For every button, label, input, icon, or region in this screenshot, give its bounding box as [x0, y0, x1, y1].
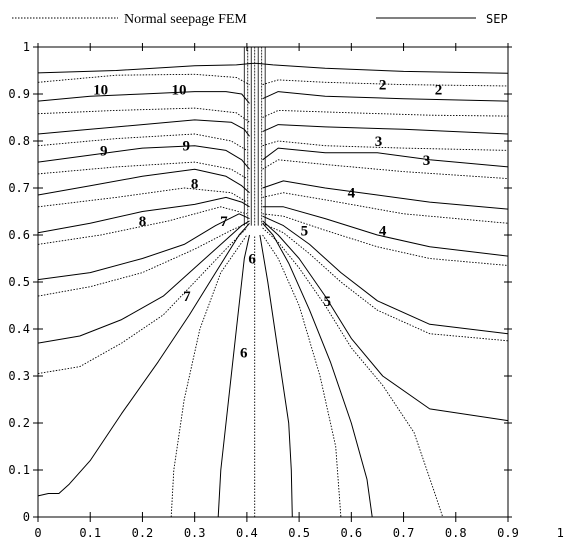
contour-label: 4	[348, 186, 356, 202]
fem-contour-line	[37, 187, 248, 208]
axis-ticks	[33, 43, 512, 522]
x-tick-label: 0.7	[393, 526, 415, 540]
sep-contour-line	[37, 196, 250, 234]
fem-contour-line	[262, 222, 509, 342]
y-tick-label: 1	[23, 40, 30, 54]
contour-label: 5	[324, 294, 332, 310]
contour-label: 6	[248, 252, 256, 268]
contour-label: 10	[93, 82, 108, 98]
contour-label: 2	[379, 78, 387, 94]
contour-label: 3	[423, 153, 431, 169]
sep-contour-line	[37, 145, 250, 170]
sep-contour-line	[262, 215, 509, 335]
sep-contour-line	[259, 234, 293, 518]
sep-contour-line	[37, 119, 250, 137]
x-tick-label: 0.3	[184, 526, 206, 540]
y-tick-label: 0	[23, 510, 30, 524]
contour-labels: 10 10 9 9 8 8 7 7 6 6 5 5 4 4 3 3 2 2	[93, 78, 442, 362]
x-tick-label: 0.5	[288, 526, 310, 540]
sep-contour-line	[217, 234, 250, 518]
legend-sep-label: SEP	[486, 12, 508, 26]
contour-label: 2	[435, 82, 443, 98]
fem-contour-line	[37, 133, 248, 151]
legend: Normal seepage FEM SEP	[12, 12, 508, 27]
contour-label: 9	[183, 139, 191, 155]
fem-contour-line	[37, 107, 250, 123]
fem-contour-line	[37, 222, 248, 297]
y-tick-label: 0.3	[8, 369, 30, 383]
y-tick-label: 0.8	[8, 134, 30, 148]
sep-contour-line	[37, 168, 250, 196]
legend-fem-label: Normal seepage FEM	[124, 12, 247, 27]
plot-area: 10 10 9 9 8 8 7 7 6 6 5 5 4 4 3 3 2 2	[33, 43, 512, 522]
contour-label: 7	[220, 214, 228, 230]
sep-contour-line	[262, 124, 509, 135]
sep-contour-line	[37, 222, 250, 497]
well-line-bundle	[243, 47, 266, 226]
fem-contour-line	[37, 206, 248, 245]
contour-label: 9	[100, 143, 108, 159]
contour-label: 8	[139, 214, 147, 230]
plot-frame	[37, 46, 509, 518]
contour-label: 6	[240, 346, 248, 362]
fem-contour-line	[37, 161, 248, 179]
fem-contour-line	[262, 159, 509, 180]
fem-contour-line	[262, 227, 444, 518]
sep-contour-line	[262, 220, 509, 422]
fem-contour-line	[262, 192, 509, 224]
fem-contour-line	[262, 109, 509, 118]
sep-contour-line	[37, 62, 509, 74]
sep-contour-line	[262, 147, 509, 168]
y-tick-label: 0.4	[8, 322, 30, 336]
contour-label: 3	[375, 134, 383, 150]
sep-contour-line	[37, 220, 250, 344]
fem-contour-line	[262, 140, 509, 151]
x-tick-label: 0.9	[497, 526, 519, 540]
fem-contour-line	[170, 234, 248, 518]
x-tick-label: 0.8	[445, 526, 467, 540]
x-tick-label: 0.1	[79, 526, 101, 540]
y-tick-label: 0.6	[8, 228, 30, 242]
y-tick-label: 0.1	[8, 463, 30, 477]
contour-lines	[37, 62, 509, 518]
fem-contour-line	[262, 79, 509, 87]
sep-contour-line	[37, 91, 250, 104]
y-tick-label: 0.9	[8, 87, 30, 101]
contour-label: 4	[379, 223, 387, 239]
x-tick-label: 0	[34, 526, 41, 540]
fem-contour-line	[37, 227, 248, 375]
sep-contour-line	[262, 91, 509, 102]
sep-contour-line	[262, 206, 509, 257]
y-tick-label: 0.5	[8, 275, 30, 289]
x-tick-label: 0.2	[132, 526, 154, 540]
x-tick-label: 0.6	[340, 526, 362, 540]
x-axis-tick-labels: 0 0.1 0.2 0.3 0.4 0.5 0.6 0.7 0.8 0.9 1	[34, 526, 563, 540]
sep-contour-line	[37, 213, 250, 281]
sep-contour-line	[262, 222, 373, 518]
contour-label: 7	[183, 289, 191, 305]
contour-label: 5	[301, 223, 309, 239]
y-axis-tick-labels: 0 0.1 0.2 0.3 0.4 0.5 0.6 0.7 0.8 0.9 1	[8, 40, 30, 524]
sep-contour-line	[262, 180, 509, 210]
fem-contour-line	[37, 73, 250, 85]
contour-label: 8	[191, 176, 199, 192]
fem-contour-line	[262, 213, 509, 266]
y-tick-label: 0.7	[8, 181, 30, 195]
contour-label: 10	[172, 82, 187, 98]
x-tick-label: 1	[557, 526, 564, 540]
fem-contour-line	[262, 234, 342, 518]
y-tick-label: 0.2	[8, 416, 30, 430]
x-tick-label: 0.4	[236, 526, 258, 540]
